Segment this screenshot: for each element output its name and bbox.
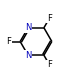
Text: F: F (47, 14, 52, 23)
Text: F: F (47, 60, 52, 69)
Text: N: N (25, 51, 31, 60)
Text: F: F (7, 37, 11, 46)
Text: N: N (25, 23, 31, 32)
